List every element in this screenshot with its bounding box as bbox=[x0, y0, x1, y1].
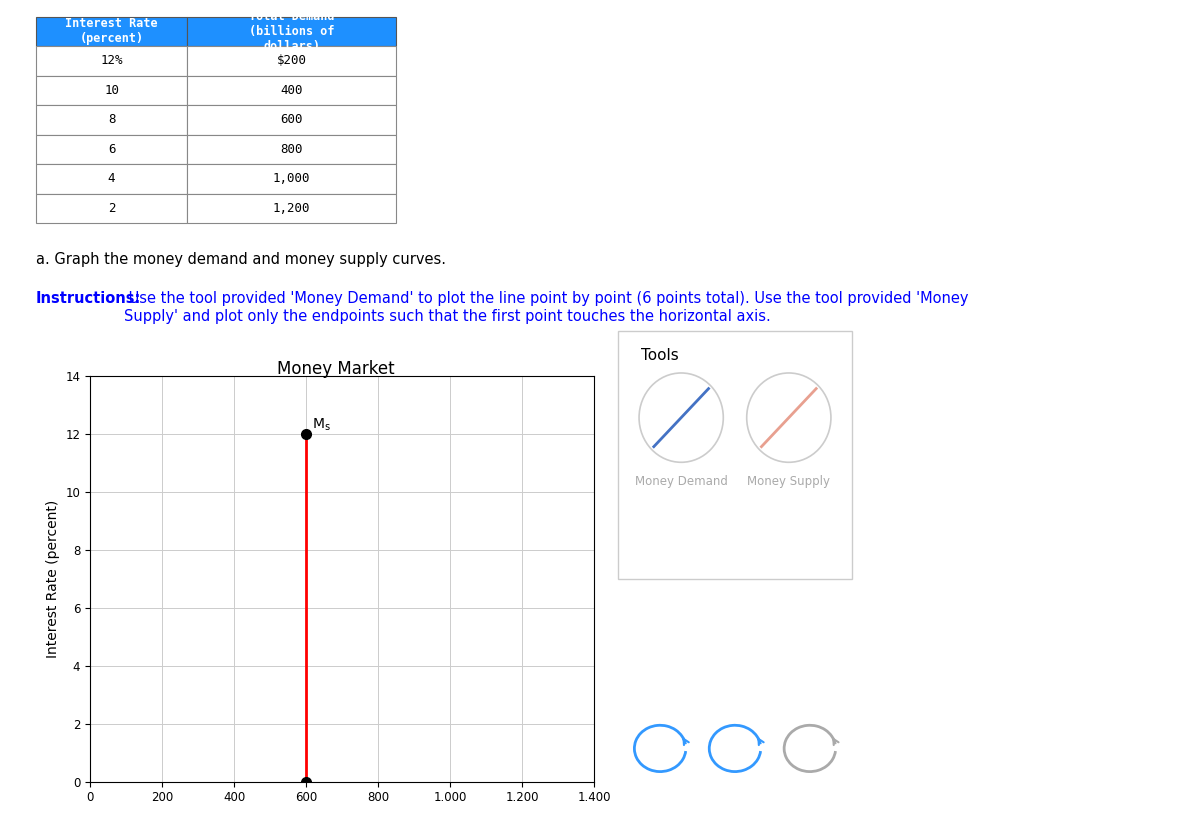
Text: Money Supply: Money Supply bbox=[748, 475, 830, 488]
Text: Money Market: Money Market bbox=[277, 360, 395, 378]
Text: 600: 600 bbox=[281, 113, 302, 127]
Bar bbox=[187, 194, 396, 223]
Text: a. Graph the money demand and money supply curves.: a. Graph the money demand and money supp… bbox=[36, 252, 446, 267]
Text: Total Demand
(billions of
dollars): Total Demand (billions of dollars) bbox=[248, 10, 335, 53]
Text: 12%: 12% bbox=[101, 55, 122, 67]
Text: Interest Rate
(percent): Interest Rate (percent) bbox=[65, 17, 158, 45]
Text: 400: 400 bbox=[281, 84, 302, 97]
Text: 800: 800 bbox=[281, 143, 302, 156]
Text: 4: 4 bbox=[108, 173, 115, 185]
Text: $200: $200 bbox=[276, 55, 306, 67]
Bar bbox=[187, 165, 396, 194]
Bar bbox=[187, 17, 396, 46]
Text: 1,000: 1,000 bbox=[272, 173, 311, 185]
Text: 8: 8 bbox=[108, 113, 115, 127]
Bar bbox=[36, 165, 187, 194]
Bar bbox=[187, 75, 396, 105]
Bar bbox=[36, 46, 187, 75]
Bar bbox=[187, 105, 396, 135]
Text: Instructions:: Instructions: bbox=[36, 291, 142, 306]
Bar bbox=[187, 135, 396, 165]
Bar bbox=[36, 105, 187, 135]
Text: 10: 10 bbox=[104, 84, 119, 97]
Text: 1,200: 1,200 bbox=[272, 202, 311, 215]
Text: i: i bbox=[731, 351, 733, 365]
Bar bbox=[36, 17, 187, 46]
Bar bbox=[36, 75, 187, 105]
Y-axis label: Interest Rate (percent): Interest Rate (percent) bbox=[46, 500, 60, 658]
Text: 6: 6 bbox=[108, 143, 115, 156]
Text: M$_\mathsf{s}$: M$_\mathsf{s}$ bbox=[312, 416, 331, 433]
Text: 2: 2 bbox=[108, 202, 115, 215]
Text: Use the tool provided 'Money Demand' to plot the line point by point (6 points t: Use the tool provided 'Money Demand' to … bbox=[124, 291, 968, 323]
Bar bbox=[36, 135, 187, 165]
Text: Money Demand: Money Demand bbox=[635, 475, 727, 488]
Text: Tools: Tools bbox=[641, 348, 679, 363]
Bar bbox=[187, 46, 396, 75]
Bar bbox=[36, 194, 187, 223]
